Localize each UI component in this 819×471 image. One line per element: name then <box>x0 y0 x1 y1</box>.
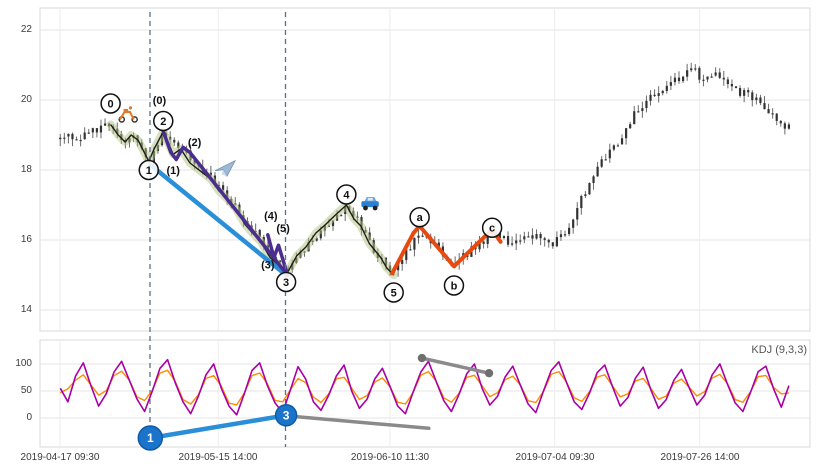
svg-text:3: 3 <box>283 409 290 423</box>
date-tick-1: 2019-04-17 09:30 <box>20 452 100 463</box>
svg-text:5: 5 <box>391 287 397 299</box>
wave-marker-0: 0 <box>100 93 121 114</box>
gray-dot <box>484 368 494 378</box>
wave-marker-2: 2 <box>153 110 174 132</box>
price-tick-14: 14 <box>20 304 32 315</box>
svg-text:4: 4 <box>343 189 350 201</box>
wave-marker-1: 1 <box>138 159 160 181</box>
kdj-tick-0: 0 <box>26 412 32 423</box>
wave-label-(3): (3) <box>261 260 275 272</box>
price-tick-22: 22 <box>20 24 32 35</box>
date-tick-3: 2019-06-10 11:30 <box>350 452 430 463</box>
kdj-tick-100: 100 <box>15 358 32 369</box>
scooter-icon <box>118 106 138 123</box>
wave-marker-5: 5 <box>383 282 404 303</box>
wave-marker-4: 4 <box>336 184 357 205</box>
date-tick-2: 2019-05-15 14:00 <box>178 452 258 463</box>
svg-text:b: b <box>451 280 458 292</box>
wave-label-(5): (5) <box>276 223 290 235</box>
wave-marker-a: a <box>409 207 430 228</box>
svg-text:c: c <box>489 223 495 235</box>
price-tick-20: 20 <box>20 94 32 105</box>
svg-text:1: 1 <box>146 165 152 177</box>
airplane-icon <box>214 159 237 177</box>
kdj-tick-50: 50 <box>20 385 32 396</box>
date-tick-5: 2019-07-26 14:00 <box>660 452 740 463</box>
wave-label-(4): (4) <box>264 211 278 223</box>
svg-text:3: 3 <box>283 277 289 289</box>
wave-marker-b: b <box>443 275 465 296</box>
blue-annotation-line <box>148 413 289 441</box>
gray-annotation-line-2 <box>420 356 491 375</box>
svg-text:a: a <box>417 212 424 224</box>
kdj-j-line <box>59 358 790 416</box>
kdj-k-line <box>59 369 790 406</box>
wave-1-3-blue-line <box>148 162 289 278</box>
wave-marker-3: 3 <box>275 271 297 293</box>
wave-45-purple-line <box>266 233 290 277</box>
gray-annotation-line-1 <box>284 414 431 431</box>
svg-text:0: 0 <box>108 98 114 110</box>
price-tick-18: 18 <box>20 164 32 175</box>
gray-dot <box>417 353 427 363</box>
date-tick-4: 2019-07-04 09:30 <box>515 452 595 463</box>
kdj-indicator-label: KDJ (9,3,3) <box>751 344 807 356</box>
svg-text:1: 1 <box>147 431 154 445</box>
svg-text:2: 2 <box>160 116 166 128</box>
kdj-marker-3: 3 <box>274 404 298 427</box>
wave-2-3-purple-line <box>161 129 288 276</box>
kdj-marker-1: 1 <box>137 425 164 451</box>
price-tick-16: 16 <box>20 234 32 245</box>
wave-label-(2): (2) <box>188 137 202 149</box>
car-icon <box>361 196 379 211</box>
wave-marker-c: c <box>481 217 503 238</box>
wave-label-(0): (0) <box>153 95 167 107</box>
wave-label-(1): (1) <box>166 165 180 177</box>
